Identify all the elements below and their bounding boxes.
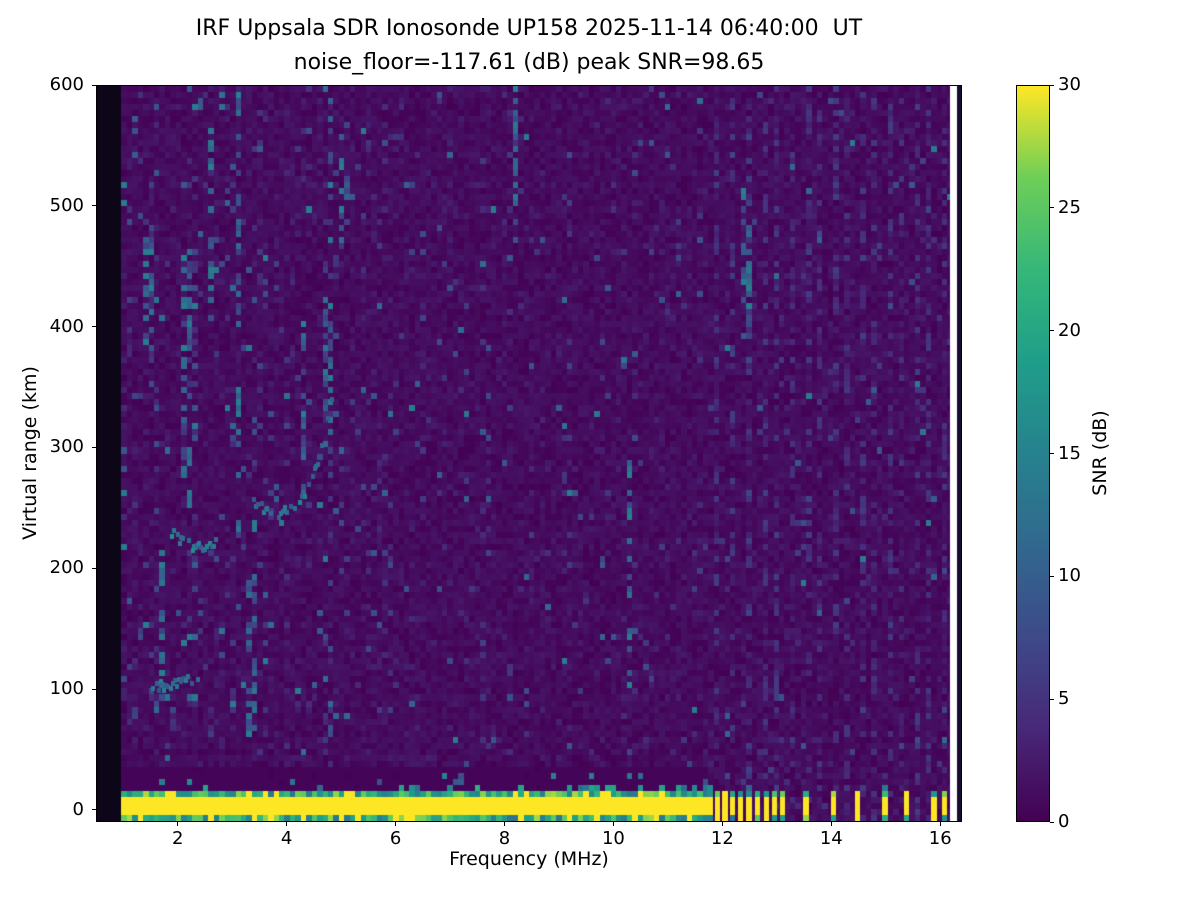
colorbar-tick-label: 0 bbox=[1058, 811, 1070, 832]
colorbar-tick-mark bbox=[1050, 575, 1054, 577]
colorbar-tick-label: 10 bbox=[1058, 565, 1081, 587]
colorbar-tick-label: 15 bbox=[1058, 442, 1081, 464]
colorbar-tick-label: 20 bbox=[1058, 319, 1081, 341]
x-axis-label: Frequency (MHz) bbox=[449, 848, 609, 870]
x-tick-label: 14 bbox=[819, 828, 843, 849]
x-tick-mark bbox=[286, 822, 288, 826]
x-tick-mark bbox=[939, 822, 941, 826]
x-tick-mark bbox=[503, 822, 505, 826]
y-tick-mark bbox=[92, 205, 96, 207]
y-tick-label: 200 bbox=[49, 557, 84, 579]
figure-subtitle: noise_floor=-117.61 (dB) peak SNR=98.65 bbox=[293, 50, 765, 75]
y-tick-label: 0 bbox=[72, 798, 84, 820]
x-tick-label: 12 bbox=[710, 828, 734, 849]
y-tick-label: 400 bbox=[49, 315, 84, 337]
colorbar-tick-mark bbox=[1050, 84, 1054, 86]
colorbar-tick-mark bbox=[1050, 821, 1054, 823]
colorbar-tick-mark bbox=[1050, 698, 1054, 700]
ionogram-heatmap-canvas bbox=[97, 86, 961, 821]
y-tick-label: 500 bbox=[49, 194, 84, 216]
x-tick-label: 10 bbox=[601, 828, 625, 849]
y-tick-mark bbox=[92, 326, 96, 328]
x-tick-label: 8 bbox=[498, 828, 511, 849]
colorbar-tick-label: 30 bbox=[1058, 74, 1081, 95]
x-tick-label: 2 bbox=[171, 828, 184, 849]
colorbar-tick-label: 25 bbox=[1058, 196, 1081, 218]
colorbar-tick-label: 5 bbox=[1058, 688, 1070, 710]
colorbar-tick-mark bbox=[1050, 207, 1054, 209]
colorbar-tick-mark bbox=[1050, 453, 1054, 454]
y-tick-mark bbox=[92, 809, 96, 811]
x-tick-mark bbox=[830, 822, 832, 826]
y-tick-mark bbox=[92, 84, 96, 86]
x-tick-mark bbox=[612, 822, 614, 826]
colorbar-gradient-canvas bbox=[1017, 86, 1049, 821]
x-tick-label: 6 bbox=[389, 828, 402, 849]
colorbar-axis-label: SNR (dB) bbox=[1089, 410, 1111, 496]
x-tick-mark bbox=[177, 822, 179, 826]
y-tick-mark bbox=[92, 567, 96, 569]
x-tick-mark bbox=[395, 822, 397, 826]
y-tick-mark bbox=[92, 688, 96, 690]
y-tick-label: 300 bbox=[49, 436, 84, 458]
x-tick-label: 16 bbox=[928, 828, 952, 849]
colorbar-frame bbox=[1016, 85, 1050, 822]
y-tick-label: 600 bbox=[49, 74, 84, 95]
figure-title: IRF Uppsala SDR Ionosonde UP158 2025-11-… bbox=[195, 16, 863, 41]
y-tick-label: 100 bbox=[49, 678, 84, 700]
y-tick-mark bbox=[92, 446, 96, 448]
x-tick-label: 4 bbox=[280, 828, 293, 849]
x-tick-mark bbox=[721, 822, 723, 826]
plot-frame bbox=[96, 85, 962, 822]
colorbar-tick-mark bbox=[1050, 330, 1054, 332]
